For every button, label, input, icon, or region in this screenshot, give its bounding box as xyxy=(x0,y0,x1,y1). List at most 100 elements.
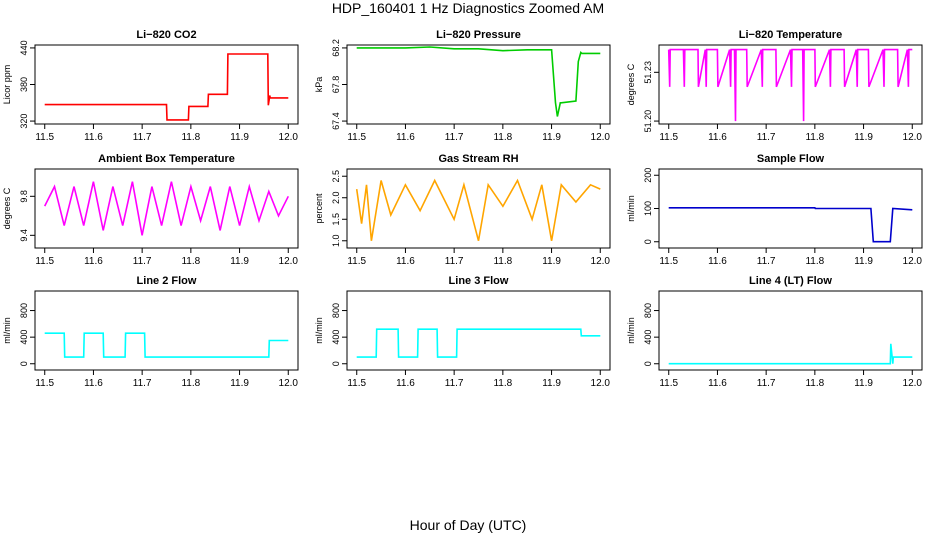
x-tick-label: 11.8 xyxy=(493,378,512,389)
x-tick-label: 11.9 xyxy=(542,256,561,267)
x-tick-label: 11.9 xyxy=(230,132,249,143)
panel-frame xyxy=(658,168,923,249)
x-tick-label: 11.7 xyxy=(757,378,776,389)
panel-2: Li−820 Pressure kPa 11.5 11.6 11.7 11.8 11.9 12… xyxy=(314,29,611,143)
figure-title: HDP_160401 1 Hz Diagnostics Zoomed AM xyxy=(331,0,605,16)
x-tick-label: 11.9 xyxy=(854,378,873,389)
panel-frame xyxy=(34,290,299,371)
x-tick-label: 11.6 xyxy=(708,378,727,389)
panel-ylabel: ml/min xyxy=(626,317,636,344)
x-tick-label: 11.5 xyxy=(659,256,678,267)
panel-ylabel: ml/min xyxy=(2,317,12,344)
y-tick-label: 51.23 xyxy=(643,61,653,84)
y-tick-label: 1.5 xyxy=(331,213,341,226)
series-line xyxy=(44,332,289,358)
x-tick-label: 12.0 xyxy=(591,256,611,267)
x-tick-label: 11.8 xyxy=(493,256,512,267)
panel-6: Sample Flow ml/min 11.5 11.6 11.7 11.8 11.9 12.… xyxy=(626,153,923,267)
panel-title: Ambient Box Temperature xyxy=(98,153,235,165)
panel-1: Li−820 CO2 Licor ppm 11.5 11.6 11.7 11.8 11.9 1… xyxy=(2,29,299,143)
x-tick-label: 12.0 xyxy=(903,378,923,389)
x-tick-label: 11.7 xyxy=(445,256,464,267)
y-tick-label: 100 xyxy=(643,201,653,216)
x-tick-label: 11.6 xyxy=(84,132,103,143)
panel-frame xyxy=(346,44,611,125)
y-tick-label: 320 xyxy=(19,114,29,129)
x-tick-label: 11.9 xyxy=(854,132,873,143)
y-tick-label: 1.0 xyxy=(331,235,341,248)
panel-ylabel: ml/min xyxy=(626,195,636,222)
series-line xyxy=(355,178,601,242)
y-tick-label: 0 xyxy=(643,239,653,244)
panel-ylabel: Licor ppm xyxy=(2,65,12,105)
panel-title: Line 4 (LT) Flow xyxy=(749,275,832,287)
x-tick-label: 12.0 xyxy=(591,132,611,143)
series-line xyxy=(356,328,601,358)
y-tick-label: 2.5 xyxy=(331,170,341,183)
panel-ylabel: ml/min xyxy=(314,317,324,344)
panel-title: Li−820 Temperature xyxy=(739,29,842,41)
series-line xyxy=(668,207,913,243)
x-tick-label: 11.7 xyxy=(133,132,152,143)
y-tick-label: 800 xyxy=(331,303,341,318)
y-tick-label: 400 xyxy=(331,330,341,345)
x-tick-label: 11.6 xyxy=(396,378,415,389)
x-tick-label: 11.9 xyxy=(542,132,561,143)
series-line xyxy=(668,343,913,365)
x-tick-label: 11.8 xyxy=(181,256,200,267)
panel-8: Line 3 Flow ml/min 11.5 11.6 11.7 11.8 11.9 12.… xyxy=(314,275,611,389)
panel-ylabel: degrees C xyxy=(2,187,12,229)
x-tick-label: 11.9 xyxy=(230,378,249,389)
x-tick-label: 11.9 xyxy=(230,256,249,267)
x-tick-label: 11.8 xyxy=(493,132,512,143)
x-tick-label: 11.5 xyxy=(347,378,366,389)
x-tick-label: 11.6 xyxy=(84,256,103,267)
y-tick-label: 0 xyxy=(331,361,341,366)
x-tick-label: 11.5 xyxy=(347,132,366,143)
x-tick-label: 11.5 xyxy=(35,378,54,389)
panel-ylabel: degrees C xyxy=(626,63,636,105)
y-tick-label: 400 xyxy=(19,330,29,345)
panel-title: Li−820 Pressure xyxy=(436,29,521,41)
panel-frame xyxy=(34,44,299,125)
y-tick-label: 380 xyxy=(19,77,29,92)
x-tick-label: 12.0 xyxy=(279,256,299,267)
panel-ylabel: percent xyxy=(314,193,324,224)
y-tick-label: 68.2 xyxy=(331,39,341,57)
series-line xyxy=(356,46,601,117)
y-tick-label: 51.20 xyxy=(643,110,653,133)
panel-title: Li−820 CO2 xyxy=(136,29,196,41)
panel-frame xyxy=(346,168,611,249)
x-tick-label: 11.7 xyxy=(445,132,464,143)
x-tick-label: 11.8 xyxy=(181,132,200,143)
y-tick-label: 9.4 xyxy=(19,229,29,242)
x-tick-label: 11.9 xyxy=(542,378,561,389)
y-tick-label: 400 xyxy=(643,330,653,345)
panel-9: Line 4 (LT) Flow ml/min 11.5 11.6 11.7 11.8 11… xyxy=(626,275,923,389)
x-tick-label: 12.0 xyxy=(591,378,611,389)
x-tick-label: 12.0 xyxy=(903,132,923,143)
panel-frame xyxy=(346,290,611,371)
panel-title: Sample Flow xyxy=(757,153,825,165)
y-tick-label: 200 xyxy=(643,168,653,183)
panel-title: Gas Stream RH xyxy=(438,153,518,165)
x-tick-label: 11.5 xyxy=(659,132,678,143)
panel-title: Line 2 Flow xyxy=(137,275,197,287)
panel-3: Li−820 Temperature degrees C 11.5 11.6 11.7 1… xyxy=(626,29,923,143)
y-tick-label: 800 xyxy=(19,303,29,318)
x-tick-label: 11.5 xyxy=(35,132,54,143)
series-line xyxy=(44,53,289,121)
series-line xyxy=(43,181,290,236)
panel-frame xyxy=(34,168,299,249)
x-tick-label: 11.8 xyxy=(805,132,824,143)
x-tick-label: 11.7 xyxy=(757,132,776,143)
y-tick-label: 800 xyxy=(643,303,653,318)
x-tick-label: 12.0 xyxy=(279,378,299,389)
panel-4: Ambient Box Temperature degrees C 11.5 11.6… xyxy=(2,153,299,267)
x-tick-label: 11.7 xyxy=(133,378,152,389)
x-tick-label: 11.6 xyxy=(396,256,415,267)
panel-7: Line 2 Flow ml/min 11.5 11.6 11.7 11.8 11.9 12.… xyxy=(2,275,299,389)
x-tick-label: 12.0 xyxy=(903,256,923,267)
y-tick-label: 2.0 xyxy=(331,191,341,204)
